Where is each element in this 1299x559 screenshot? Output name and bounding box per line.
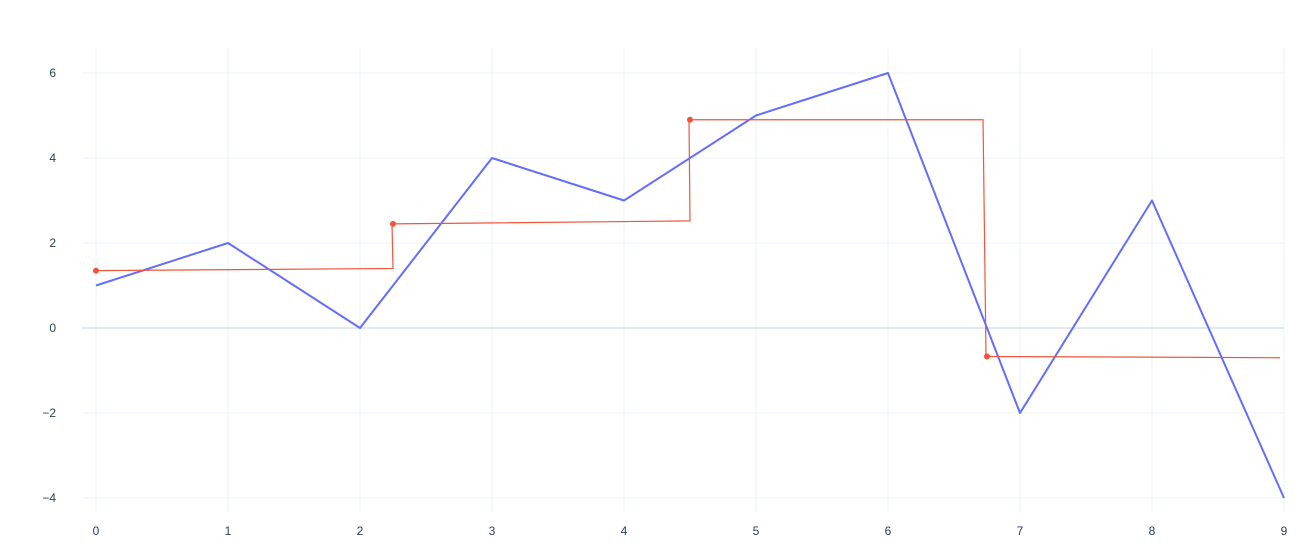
series-marker-red [390, 220, 396, 227]
y-tick-label: −2 [42, 406, 56, 420]
series-marker-red [687, 116, 693, 123]
x-tick-label: 3 [489, 524, 496, 538]
series-marker-red [984, 353, 990, 360]
x-tick-label: 9 [1281, 524, 1288, 538]
series-line-red-steps [95, 119, 1281, 359]
x-tick-label: 4 [621, 524, 628, 538]
x-tick-label: 0 [93, 524, 100, 538]
y-axis-tick-labels: −4 −2 0 2 4 6 [42, 66, 56, 505]
y-tick-label: −4 [42, 491, 56, 505]
x-tick-label: 8 [1149, 524, 1156, 538]
y-tick-label: 2 [49, 236, 56, 250]
x-tick-label: 2 [357, 524, 364, 538]
x-tick-label: 7 [1017, 524, 1024, 538]
series-marker-red [93, 267, 99, 274]
y-tick-label: 4 [49, 151, 56, 165]
series-layer [93, 72, 1285, 499]
series-line-blue [95, 72, 1285, 499]
y-tick-label: 0 [49, 321, 56, 335]
x-tick-label: 6 [885, 524, 892, 538]
y-tick-label: 6 [49, 66, 56, 80]
x-axis-tick-labels: 0 1 2 3 4 5 6 7 8 9 [93, 524, 1288, 538]
x-tick-label: 5 [753, 524, 760, 538]
grid-lines [82, 48, 1285, 512]
x-tick-label: 1 [225, 524, 232, 538]
